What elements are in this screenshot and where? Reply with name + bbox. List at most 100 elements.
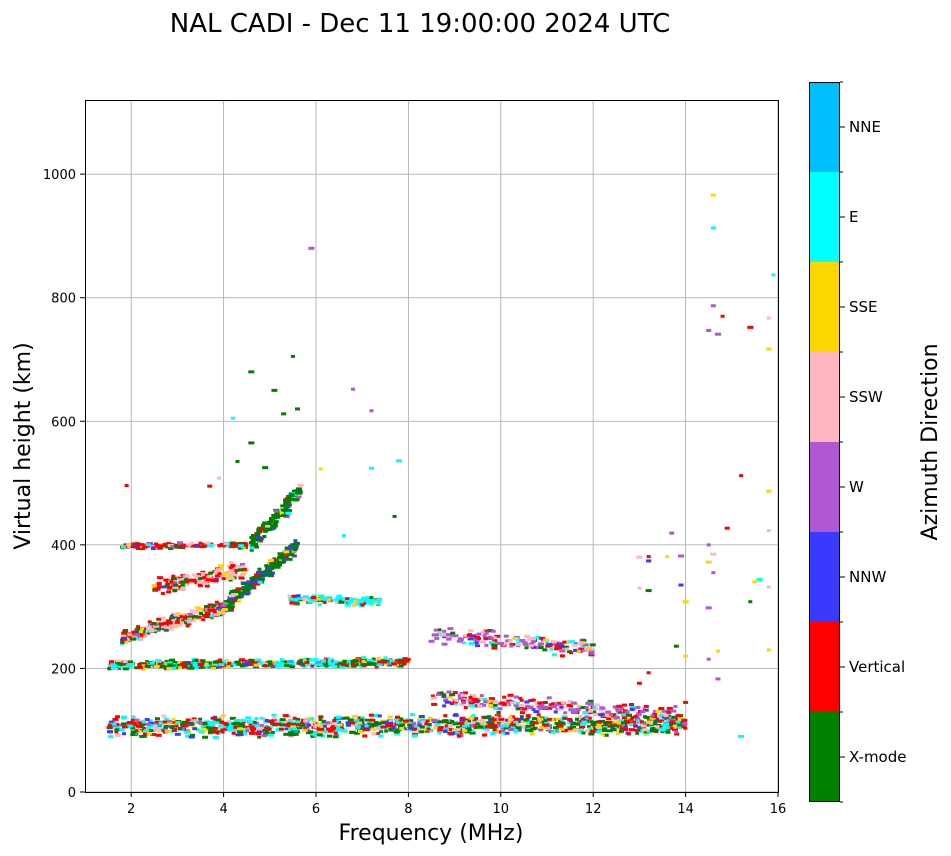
echo-point <box>380 720 385 724</box>
echo-point <box>619 727 625 731</box>
echo-point <box>334 601 339 605</box>
echo-point <box>658 713 663 717</box>
echo-point <box>451 732 456 736</box>
echo-point <box>148 544 154 548</box>
echo-point <box>136 625 141 629</box>
echo-point <box>554 644 559 648</box>
echo-point <box>177 726 182 730</box>
echo-point <box>146 629 152 633</box>
echo-point <box>605 710 612 714</box>
echo-point <box>108 735 114 739</box>
echo-point <box>134 718 140 722</box>
echo-point <box>510 726 517 730</box>
echo-point <box>562 716 568 720</box>
echo-point <box>484 643 489 647</box>
echo-point <box>578 649 584 653</box>
echo-point <box>676 723 682 727</box>
y-tick-label: 400 <box>51 539 76 554</box>
echo-point <box>225 659 230 663</box>
grid-lines <box>85 100 779 793</box>
echo-point <box>112 724 117 728</box>
echo-point <box>550 642 557 646</box>
echo-point <box>666 714 671 718</box>
echo-point <box>459 718 466 722</box>
echo-point <box>254 578 261 582</box>
echo-point <box>232 726 237 730</box>
echo-point <box>166 722 172 726</box>
echo-point <box>303 719 308 723</box>
echo-point <box>527 645 533 649</box>
echo-point <box>595 730 602 734</box>
echo-point <box>327 660 332 664</box>
echo-point <box>530 645 537 649</box>
echo-point <box>211 607 218 611</box>
echo-point <box>623 728 629 732</box>
echo-point <box>470 694 477 698</box>
echo-point <box>271 713 277 717</box>
echo-point <box>177 541 184 545</box>
echo-point <box>218 663 225 667</box>
echo-point <box>289 601 296 605</box>
echo-point <box>179 545 185 549</box>
echo-point <box>584 715 590 719</box>
echo-point <box>426 727 431 731</box>
echo-point <box>266 520 272 524</box>
echo-point <box>362 734 368 738</box>
echo-point <box>646 555 651 559</box>
echo-point <box>637 712 642 716</box>
echo-point <box>483 716 489 720</box>
echo-point <box>156 582 162 586</box>
echo-point <box>250 578 256 582</box>
echo-point <box>192 662 198 666</box>
echo-point <box>378 729 383 733</box>
echo-point <box>199 572 206 576</box>
echo-point <box>106 726 113 730</box>
echo-point <box>225 608 231 612</box>
echo-point <box>329 726 336 730</box>
echo-point <box>287 731 293 735</box>
echo-point <box>526 715 531 719</box>
echo-point <box>228 722 233 726</box>
echo-point <box>588 650 595 654</box>
echo-point <box>630 716 635 720</box>
echo-point <box>280 504 287 508</box>
echo-point <box>724 526 730 530</box>
echo-point <box>124 484 129 488</box>
echo-point <box>154 662 160 666</box>
echo-point <box>588 732 595 736</box>
echo-point <box>286 494 292 498</box>
echo-point <box>347 599 354 603</box>
echo-point <box>651 728 658 732</box>
echo-point <box>226 720 232 724</box>
echo-point <box>577 729 584 733</box>
echo-point <box>254 716 259 720</box>
echo-point <box>275 512 280 516</box>
echo-point <box>206 612 211 616</box>
echo-point <box>147 620 152 624</box>
echo-point <box>185 618 192 622</box>
echo-point <box>260 571 266 575</box>
echo-point <box>591 710 597 714</box>
echo-point <box>524 634 531 638</box>
echo-point <box>214 600 219 604</box>
echo-point <box>288 492 294 496</box>
echo-point <box>474 698 479 702</box>
echo-point <box>662 728 667 732</box>
echo-point <box>157 663 162 667</box>
echo-point <box>536 705 542 709</box>
echo-point <box>317 603 322 607</box>
echo-point <box>197 662 204 666</box>
echo-point <box>133 722 138 726</box>
echo-point <box>747 325 754 329</box>
echo-point <box>181 613 187 617</box>
echo-point <box>520 720 526 724</box>
echo-point <box>563 711 568 715</box>
echo-point <box>339 726 344 730</box>
echo-point <box>683 726 688 730</box>
echo-point <box>251 576 258 580</box>
echo-point <box>570 710 577 714</box>
echo-point <box>404 661 410 665</box>
echo-point <box>229 544 236 548</box>
echo-point <box>364 724 369 728</box>
echo-point <box>528 706 534 710</box>
